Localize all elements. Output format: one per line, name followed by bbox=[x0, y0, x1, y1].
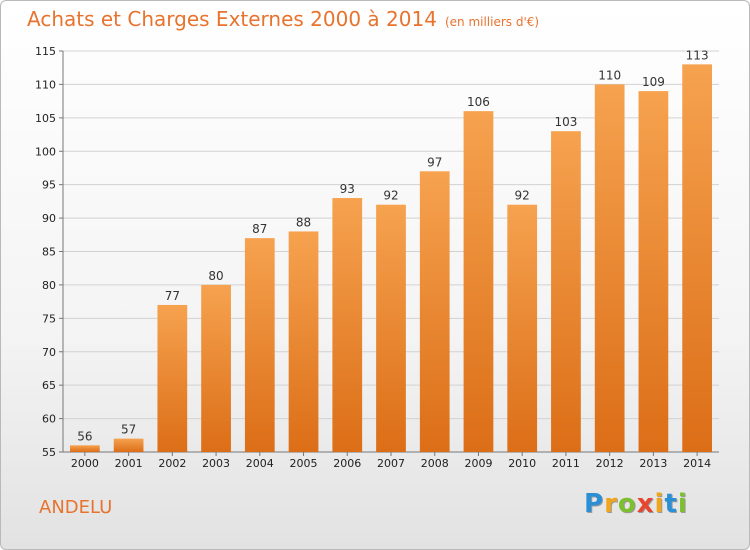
x-tick-label: 2008 bbox=[421, 457, 449, 470]
bar bbox=[157, 304, 188, 452]
bar bbox=[594, 84, 625, 453]
commune-name: ANDELU bbox=[39, 497, 113, 518]
data-label: 110 bbox=[598, 68, 621, 82]
logo-letter: i bbox=[654, 489, 665, 519]
bar bbox=[288, 231, 319, 452]
bar bbox=[419, 171, 450, 453]
x-tick-label: 2007 bbox=[377, 457, 405, 470]
chart-title: Achats et Charges Externes 2000 à 2014 (e… bbox=[27, 7, 539, 31]
x-tick-label: 2010 bbox=[508, 457, 536, 470]
logo-letter: r bbox=[604, 489, 618, 519]
x-tick-label: 2003 bbox=[202, 457, 230, 470]
x-tick-label: 2009 bbox=[464, 457, 492, 470]
data-label: 57 bbox=[121, 423, 136, 437]
data-label: 88 bbox=[296, 215, 311, 229]
data-label: 103 bbox=[554, 115, 577, 129]
y-tick-label: 65 bbox=[42, 379, 56, 392]
chart-subtitle: (en milliers d'€) bbox=[444, 15, 540, 29]
x-tick-label: 2014 bbox=[683, 457, 711, 470]
data-label: 77 bbox=[165, 289, 180, 303]
data-label: 80 bbox=[208, 269, 223, 283]
data-label: 87 bbox=[252, 222, 267, 236]
data-label: 106 bbox=[467, 95, 490, 109]
y-tick-label: 60 bbox=[42, 413, 56, 426]
bar bbox=[113, 438, 144, 452]
logo-letter: t bbox=[664, 489, 678, 519]
bar bbox=[69, 445, 100, 452]
data-label: 97 bbox=[427, 155, 442, 169]
data-label: 109 bbox=[642, 75, 665, 89]
data-label: 56 bbox=[77, 429, 92, 443]
x-tick-label: 2012 bbox=[596, 457, 624, 470]
x-tick-label: 2013 bbox=[639, 457, 667, 470]
x-tick-label: 2006 bbox=[333, 457, 361, 470]
y-tick-label: 110 bbox=[35, 78, 56, 91]
y-tick-label: 100 bbox=[35, 145, 56, 158]
data-label: 92 bbox=[515, 189, 530, 203]
logo-letter: o bbox=[617, 489, 637, 519]
x-tick-label: 2005 bbox=[290, 457, 318, 470]
logo-letter: i bbox=[677, 489, 688, 519]
data-label: 113 bbox=[686, 48, 709, 62]
x-tick-label: 2011 bbox=[552, 457, 580, 470]
chart-title-text: Achats et Charges Externes 2000 à 2014 bbox=[27, 7, 437, 31]
x-tick-label: 2001 bbox=[115, 457, 143, 470]
proxiti-logo: Proxiti bbox=[584, 489, 688, 519]
y-tick-label: 105 bbox=[35, 112, 56, 125]
x-tick-label: 2000 bbox=[71, 457, 99, 470]
data-label: 93 bbox=[340, 182, 355, 196]
y-tick-label: 55 bbox=[42, 446, 56, 459]
data-label: 92 bbox=[383, 189, 398, 203]
bar bbox=[551, 131, 581, 452]
y-tick-label: 75 bbox=[42, 312, 56, 325]
y-tick-label: 85 bbox=[42, 246, 56, 259]
y-tick-label: 115 bbox=[35, 45, 56, 58]
y-tick-label: 95 bbox=[42, 179, 56, 192]
bar bbox=[376, 204, 406, 452]
bar bbox=[682, 64, 713, 452]
bar bbox=[201, 284, 231, 452]
bar bbox=[244, 238, 275, 452]
y-tick-label: 80 bbox=[42, 279, 56, 292]
bar bbox=[463, 111, 494, 453]
logo-letter: x bbox=[636, 489, 655, 519]
bar bbox=[638, 91, 669, 452]
bar bbox=[332, 198, 363, 452]
x-tick-label: 2002 bbox=[158, 457, 186, 470]
y-tick-label: 90 bbox=[42, 212, 56, 225]
bar bbox=[507, 204, 538, 452]
y-tick-label: 70 bbox=[42, 346, 56, 359]
x-tick-label: 2004 bbox=[246, 457, 274, 470]
logo-letter: P bbox=[584, 489, 605, 519]
